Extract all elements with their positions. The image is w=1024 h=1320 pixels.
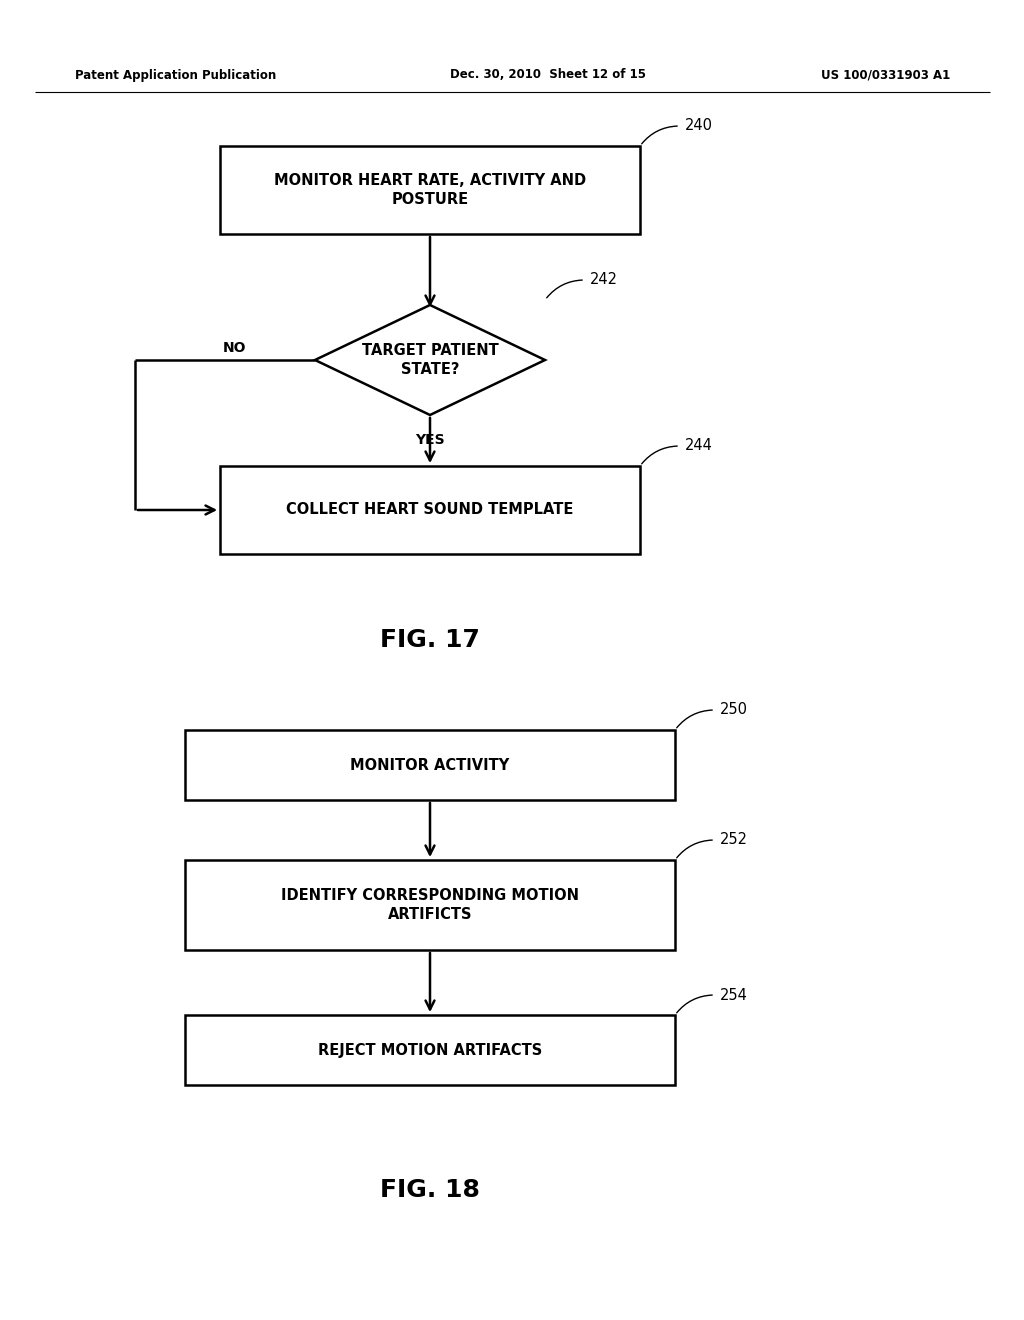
Text: Dec. 30, 2010  Sheet 12 of 15: Dec. 30, 2010 Sheet 12 of 15 bbox=[450, 69, 646, 82]
Text: MONITOR ACTIVITY: MONITOR ACTIVITY bbox=[350, 758, 510, 772]
Text: NO: NO bbox=[223, 341, 247, 355]
Text: MONITOR HEART RATE, ACTIVITY AND
POSTURE: MONITOR HEART RATE, ACTIVITY AND POSTURE bbox=[274, 173, 586, 207]
Text: REJECT MOTION ARTIFACTS: REJECT MOTION ARTIFACTS bbox=[317, 1043, 542, 1057]
Text: FIG. 17: FIG. 17 bbox=[380, 628, 480, 652]
Text: 240: 240 bbox=[685, 119, 713, 133]
Bar bbox=[220, 466, 640, 554]
Text: Patent Application Publication: Patent Application Publication bbox=[75, 69, 276, 82]
Bar bbox=[185, 861, 675, 950]
Text: TARGET PATIENT
STATE?: TARGET PATIENT STATE? bbox=[361, 343, 499, 376]
Bar bbox=[185, 1015, 675, 1085]
Text: IDENTIFY CORRESPONDING MOTION
ARTIFICTS: IDENTIFY CORRESPONDING MOTION ARTIFICTS bbox=[281, 888, 579, 921]
Text: 252: 252 bbox=[720, 833, 748, 847]
Text: 254: 254 bbox=[720, 987, 748, 1002]
Text: 242: 242 bbox=[590, 272, 618, 288]
Text: US 100/0331903 A1: US 100/0331903 A1 bbox=[821, 69, 950, 82]
Bar bbox=[220, 147, 640, 234]
Text: YES: YES bbox=[415, 433, 444, 447]
Text: COLLECT HEART SOUND TEMPLATE: COLLECT HEART SOUND TEMPLATE bbox=[287, 503, 573, 517]
Bar bbox=[185, 730, 675, 800]
Text: 244: 244 bbox=[685, 438, 713, 454]
Polygon shape bbox=[315, 305, 545, 414]
Text: 250: 250 bbox=[720, 702, 748, 718]
Text: FIG. 18: FIG. 18 bbox=[380, 1177, 480, 1203]
